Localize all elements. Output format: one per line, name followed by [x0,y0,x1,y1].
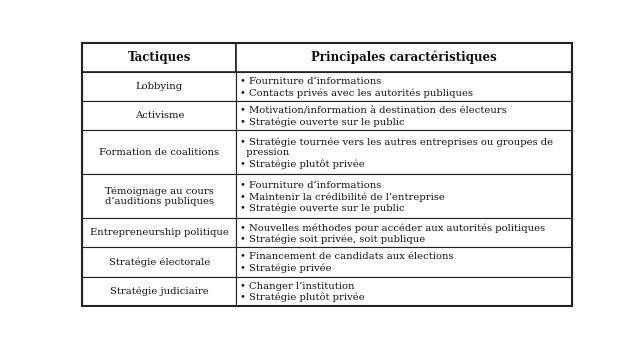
Text: • Stratégie tournée vers les autres entreprises ou groupes de: • Stratégie tournée vers les autres entr… [240,137,553,147]
Text: • Motivation/information à destination des électeurs: • Motivation/information à destination d… [240,106,507,115]
Bar [237,218,572,247]
Text: • Stratégie soit privée, soit publique: • Stratégie soit privée, soit publique [240,234,425,244]
Text: • Stratégie plutôt privée: • Stratégie plutôt privée [240,159,365,169]
Text: • Stratégie ouverte sur le public: • Stratégie ouverte sur le public [240,117,404,127]
Text: Stratégie électorale: Stratégie électorale [108,257,210,267]
Bar [237,247,572,276]
Bar [237,43,572,72]
Bar [82,101,237,130]
Text: Activisme: Activisme [135,111,184,120]
Bar [237,130,572,174]
Text: • Nouvelles méthodes pour accéder aux autorités politiques: • Nouvelles méthodes pour accéder aux au… [240,223,545,233]
Text: Entrepreneurship politique: Entrepreneurship politique [90,228,229,237]
Text: Stratégie judiciaire: Stratégie judiciaire [110,286,209,296]
Text: • Fourniture d’informations: • Fourniture d’informations [240,77,381,86]
Text: pression: pression [240,148,289,157]
Bar [237,174,572,218]
Bar [82,43,237,72]
Bar [237,276,572,306]
Text: Principales caractéristiques: Principales caractéristiques [311,51,497,64]
Bar [82,276,237,306]
Bar [82,218,237,247]
Bar [82,130,237,174]
Text: • Financement de candidats aux élections: • Financement de candidats aux élections [240,253,454,262]
Text: • Changer l’institution: • Changer l’institution [240,282,354,291]
Bar [82,72,237,101]
Text: • Fourniture d’informations: • Fourniture d’informations [240,181,381,190]
Bar [82,174,237,218]
Text: Tactiques: Tactiques [128,51,191,64]
Text: • Stratégie plutôt privée: • Stratégie plutôt privée [240,293,365,302]
Text: • Stratégie privée: • Stratégie privée [240,264,332,273]
Text: Témoignage au cours
d’auditions publiques: Témoignage au cours d’auditions publique… [105,186,214,206]
Bar [237,101,572,130]
Text: • Maintenir la crédibilité de l’entreprise: • Maintenir la crédibilité de l’entrepri… [240,192,445,202]
Text: • Contacts privés avec les autorités publiques: • Contacts privés avec les autorités pub… [240,88,473,98]
Text: Lobbying: Lobbying [136,82,183,91]
Bar [82,247,237,276]
Text: • Stratégie ouverte sur le public: • Stratégie ouverte sur le public [240,203,404,213]
Text: Formation de coalitions: Formation de coalitions [100,148,219,157]
Bar [237,72,572,101]
